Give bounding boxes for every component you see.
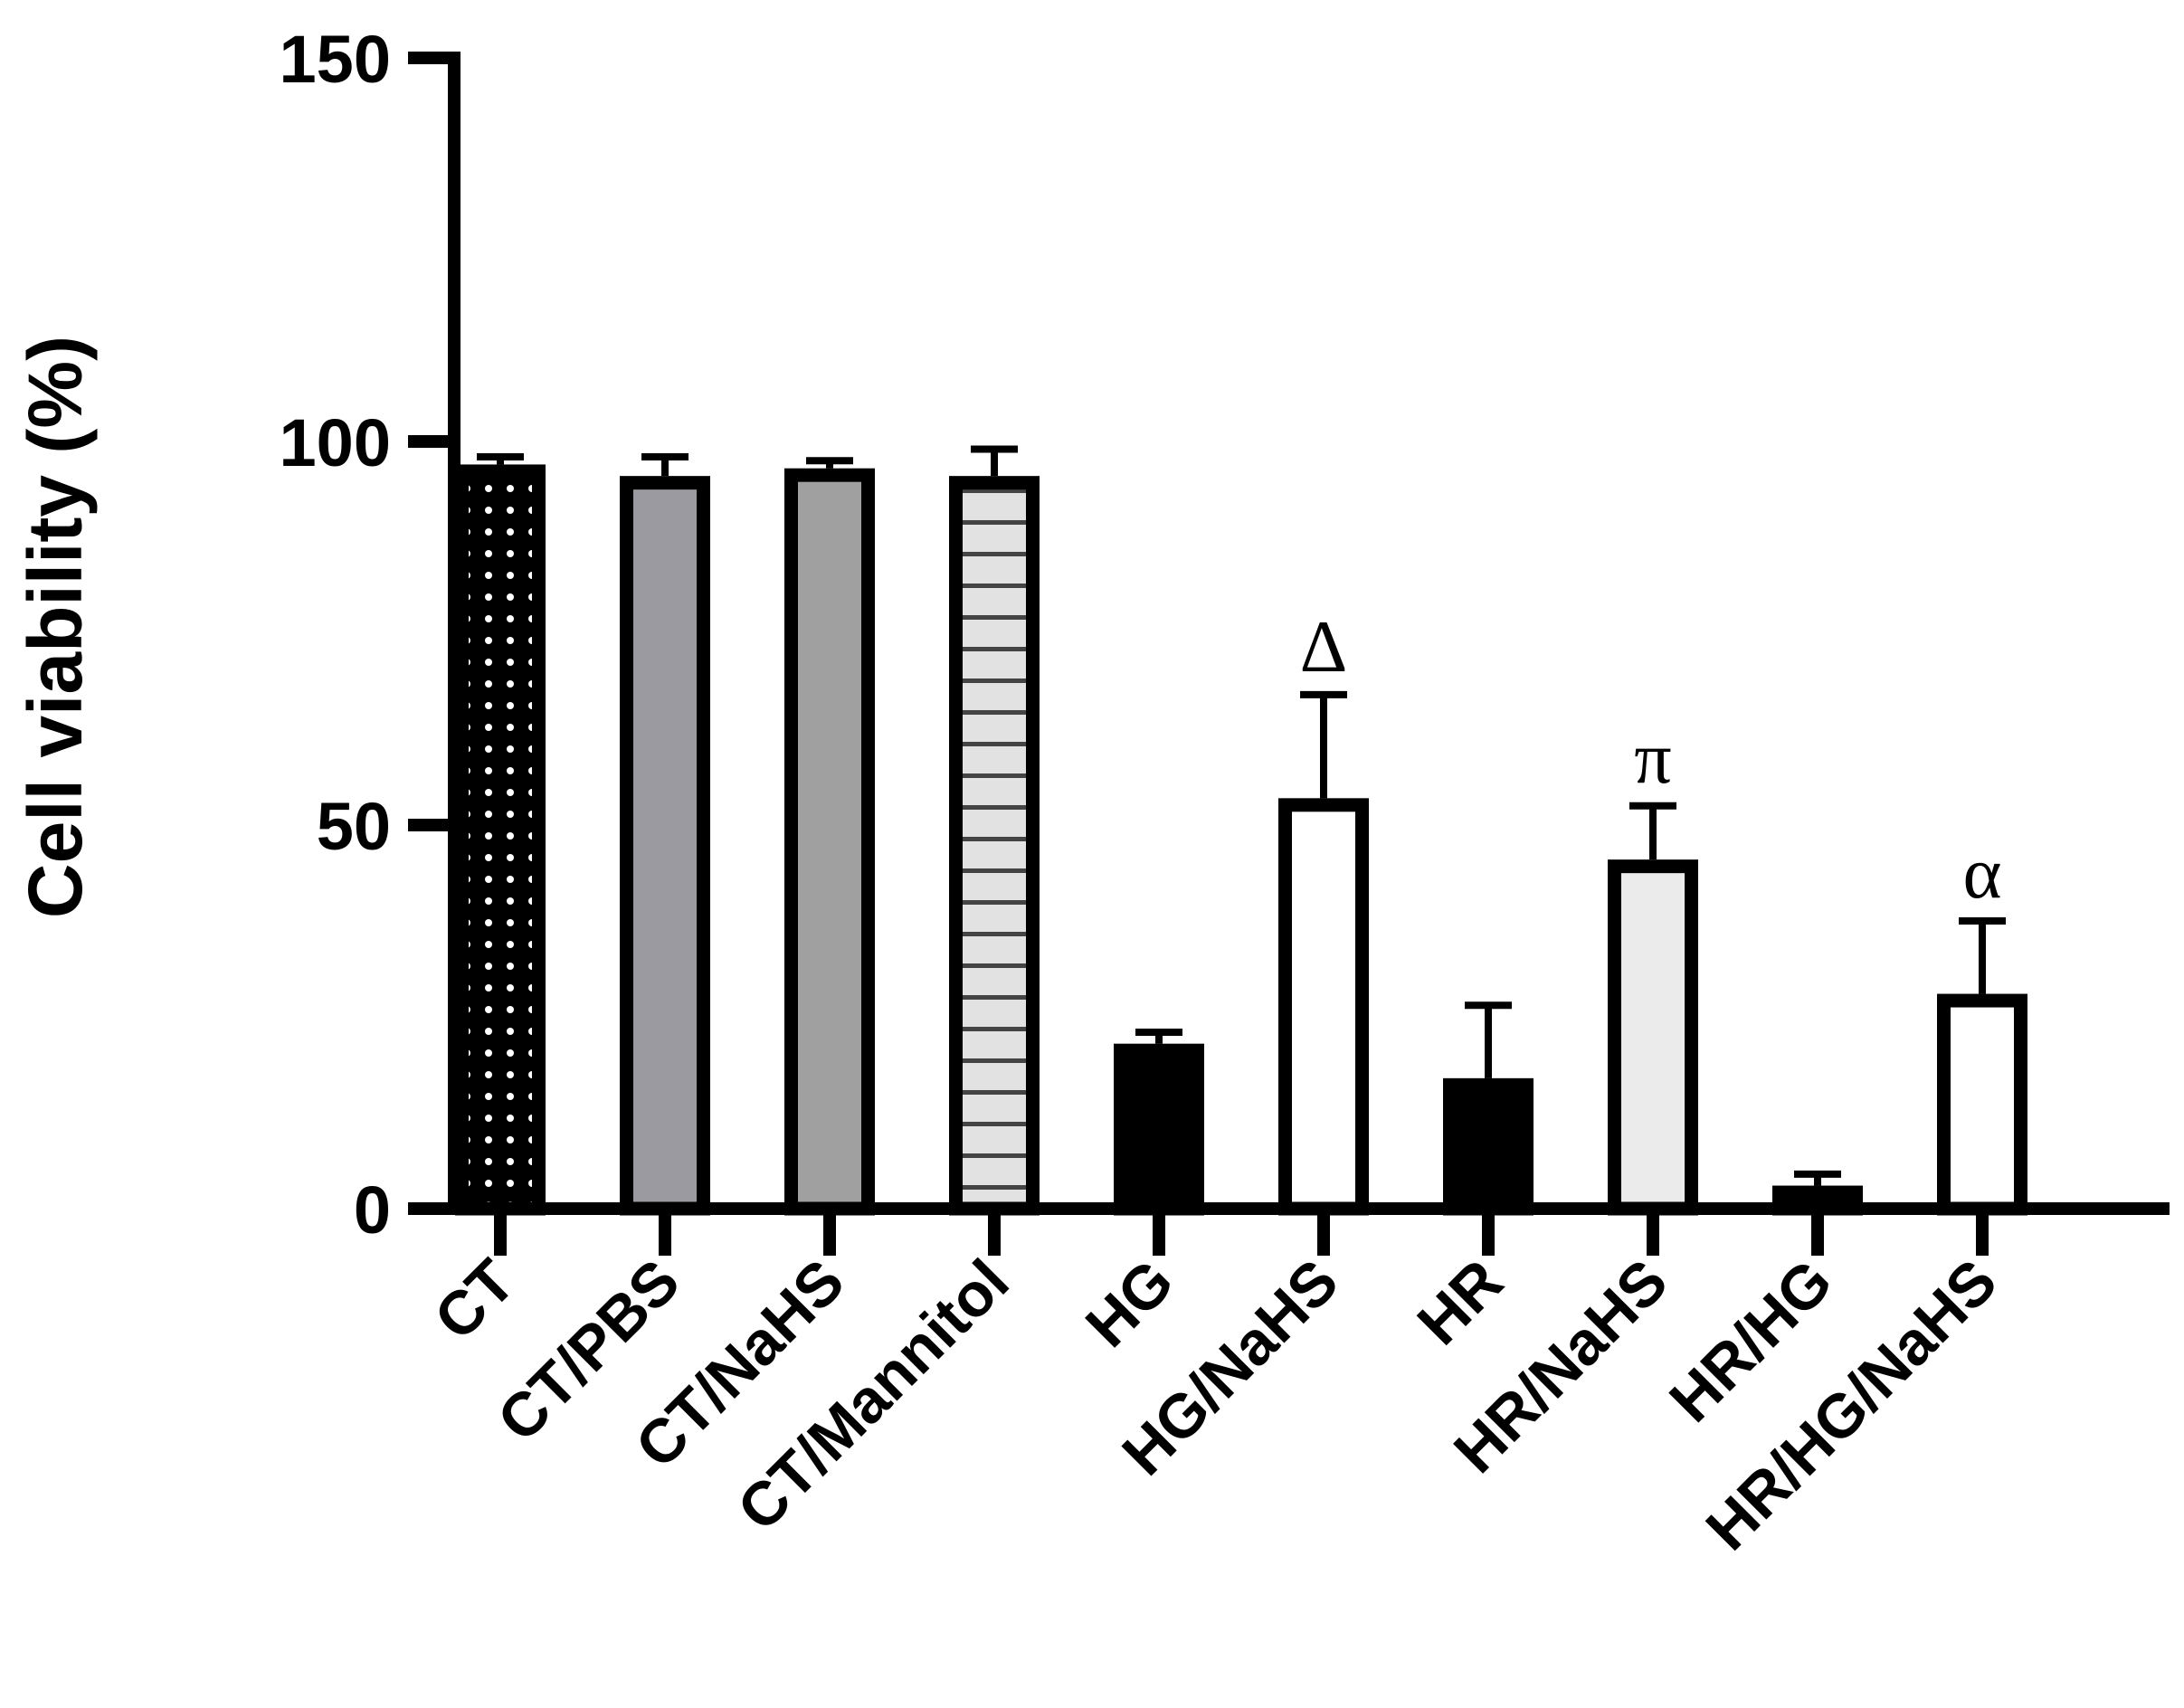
- bar: [1608, 859, 1698, 1216]
- y-tick-label: 100: [280, 405, 391, 480]
- bar: [949, 476, 1040, 1216]
- significance-mark: Δ: [1300, 605, 1348, 688]
- bar: [784, 468, 875, 1216]
- significance-mark: α: [1963, 831, 2002, 914]
- y-axis-ticks: 0 50 100 150: [280, 22, 454, 1248]
- y-tick-label: 150: [280, 22, 391, 97]
- y-tick-label: 50: [317, 789, 391, 864]
- bar: [1772, 1185, 1863, 1216]
- bar: [1937, 993, 2027, 1216]
- x-tick-label: HR/HG/NaHS: [1693, 1247, 2009, 1563]
- x-tick-label: HG: [1073, 1247, 1187, 1361]
- x-tick-label: HR: [1404, 1247, 1515, 1358]
- bar: [620, 476, 710, 1216]
- y-tick-label: 0: [354, 1172, 391, 1248]
- bar: [1278, 798, 1369, 1216]
- bar: [1114, 1043, 1204, 1216]
- bar: [1443, 1077, 1534, 1216]
- y-axis-title: Cell viability (%): [13, 336, 98, 918]
- x-tick-label: CT: [422, 1247, 528, 1353]
- bar: [455, 464, 546, 1216]
- bars: Δπ α: [455, 445, 2027, 1216]
- significance-mark: π: [1634, 716, 1671, 799]
